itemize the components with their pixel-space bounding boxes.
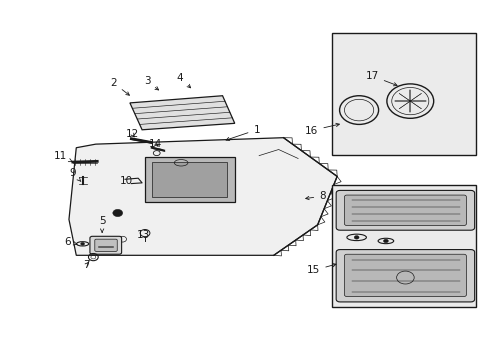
- Text: 15: 15: [306, 264, 335, 275]
- FancyBboxPatch shape: [90, 236, 122, 254]
- FancyBboxPatch shape: [335, 190, 474, 230]
- Polygon shape: [69, 138, 336, 255]
- Text: 7: 7: [82, 260, 89, 270]
- Bar: [331, 33, 475, 155]
- Polygon shape: [130, 96, 234, 130]
- Text: 9: 9: [69, 168, 81, 181]
- Text: 6: 6: [64, 237, 77, 247]
- Text: 12: 12: [125, 129, 139, 139]
- Polygon shape: [144, 157, 234, 202]
- Text: 1: 1: [225, 125, 260, 141]
- FancyBboxPatch shape: [344, 254, 466, 297]
- Polygon shape: [152, 162, 227, 197]
- Text: 16: 16: [305, 123, 339, 135]
- Circle shape: [81, 242, 84, 245]
- FancyBboxPatch shape: [95, 239, 117, 251]
- Text: 10: 10: [120, 176, 133, 186]
- Text: 4: 4: [177, 73, 190, 88]
- Text: 11: 11: [54, 150, 72, 162]
- Circle shape: [353, 235, 358, 239]
- Text: 13: 13: [136, 230, 149, 239]
- Bar: [331, 185, 475, 307]
- FancyBboxPatch shape: [335, 249, 474, 302]
- Text: 14: 14: [149, 139, 162, 149]
- Text: 5: 5: [99, 216, 105, 232]
- Circle shape: [383, 239, 387, 243]
- Text: 8: 8: [305, 191, 325, 201]
- Text: 3: 3: [143, 76, 158, 90]
- Text: 17: 17: [365, 71, 396, 86]
- FancyBboxPatch shape: [344, 195, 466, 226]
- Circle shape: [113, 210, 122, 217]
- Text: 2: 2: [110, 78, 129, 95]
